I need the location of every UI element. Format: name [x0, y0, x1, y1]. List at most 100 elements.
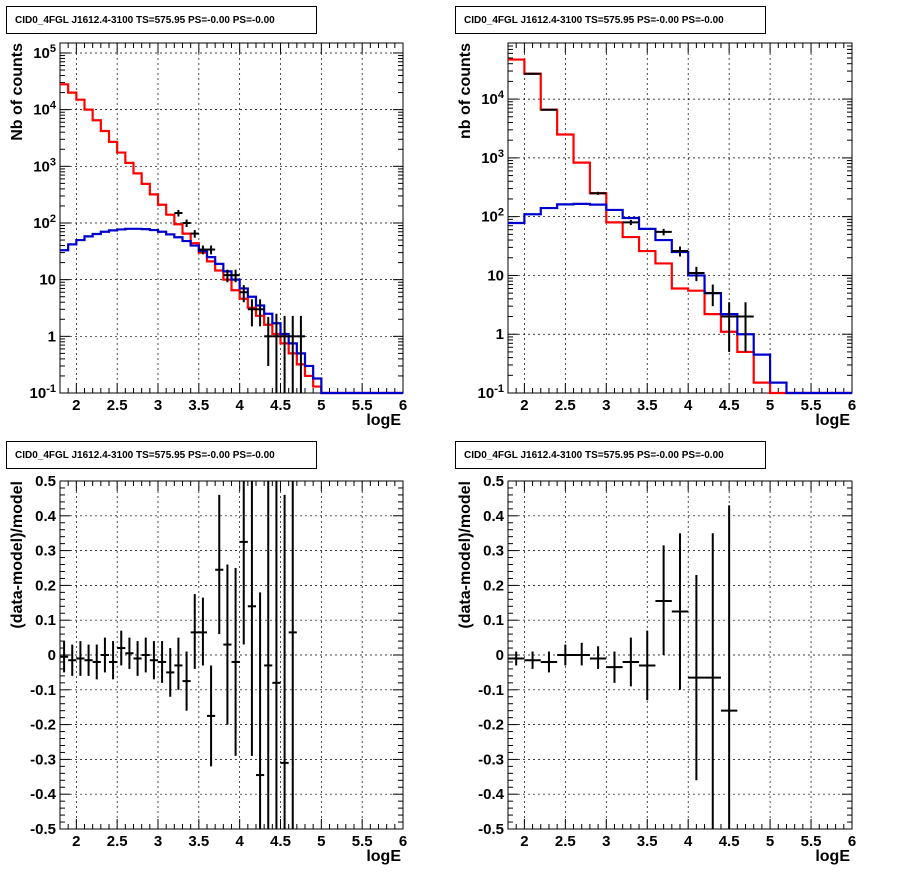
data-point — [589, 646, 607, 669]
y-tick-label-text: 102 — [33, 213, 56, 232]
x-tick-label: 4.5 — [719, 397, 740, 414]
y-tick-label: -0.4 — [30, 786, 57, 803]
y-tick-label: 105 — [33, 43, 56, 62]
histogram-series-1 — [60, 227, 403, 395]
y-tick-label: 0.5 — [483, 473, 504, 490]
x-tick-label: 4 — [235, 397, 244, 414]
x-tick-label: 6 — [848, 397, 856, 414]
data-point — [655, 545, 672, 655]
x-tick-label: 3.5 — [637, 833, 658, 850]
x-tick-label: 2.5 — [107, 833, 128, 850]
y-tick-label-text: 103 — [33, 156, 56, 175]
y-tick-label: 0.4 — [483, 508, 505, 525]
data-point — [239, 481, 248, 645]
x-tick-label: 4 — [235, 833, 244, 850]
data-point — [655, 228, 672, 236]
x-tick-label: 5.5 — [352, 397, 373, 414]
x-axis-label: logE — [815, 848, 850, 865]
y-tick-label: 103 — [481, 148, 504, 167]
y-tick-label: 102 — [33, 213, 56, 232]
data-point — [68, 644, 77, 676]
y-tick-label-text: 104 — [33, 100, 57, 119]
x-tick-label: 5.5 — [801, 397, 822, 414]
x-tick-label: 4.5 — [719, 833, 740, 850]
data-point — [207, 665, 216, 767]
x-tick-label: 2 — [520, 397, 528, 414]
y-tick-label: 0.2 — [483, 577, 504, 594]
data-point — [540, 651, 558, 673]
chart-panel-bottom-left: 2 2.5 3 3.5 4 4.5 5 5.5 6 -0.5 -0.4 -0.3 -0.2 -0.1 0 0.… — [9, 473, 407, 865]
data-point — [190, 230, 199, 238]
data-point — [76, 641, 85, 676]
histogram-series-1 — [508, 202, 852, 395]
x-tick-label: 6 — [399, 397, 407, 414]
y-tick-label-text: 10-1 — [478, 383, 504, 402]
x-tick-label: 5 — [317, 833, 325, 850]
data-point — [272, 313, 281, 393]
x-tick-label: 3 — [602, 833, 610, 850]
y-tick-label: -0.3 — [478, 751, 504, 768]
y-tick-label-text: 10 — [487, 267, 504, 284]
y-tick-label: 0.2 — [35, 577, 56, 594]
data-point — [141, 637, 150, 673]
data-point — [264, 481, 273, 829]
y-tick-label-text: 102 — [481, 207, 504, 226]
data-point — [606, 651, 623, 683]
data-point — [720, 302, 738, 352]
y-tick-label: -0.1 — [478, 682, 504, 699]
chart-panel-top-right: 2 2.5 3 3.5 4 4.5 5 5.5 6 10-1 1 10 102 103 104 logE nb … — [457, 42, 856, 429]
data-point — [288, 481, 297, 829]
histogram-series-0 — [508, 58, 852, 395]
data-point — [223, 564, 232, 725]
y-tick-label: 10 — [487, 267, 504, 284]
x-tick-label: 5 — [766, 397, 774, 414]
x-tick-label: 4.5 — [270, 397, 291, 414]
data-point — [540, 108, 558, 111]
data-point — [223, 269, 232, 283]
y-tick-label: 10-1 — [478, 383, 504, 402]
data-point — [671, 246, 689, 257]
data-point — [109, 641, 118, 680]
data-point — [639, 630, 656, 701]
x-tick-label: 3 — [154, 397, 162, 414]
data-point — [215, 494, 224, 635]
y-axis-label: (data-model)/model — [457, 481, 474, 629]
data-point — [182, 219, 191, 227]
y-tick-label: 0.4 — [35, 508, 57, 525]
x-tick-label: 3.5 — [188, 833, 209, 850]
y-tick-label-text: 1 — [496, 326, 504, 343]
x-tick-label: 2 — [72, 397, 80, 414]
x-tick-label: 6 — [399, 833, 407, 850]
data-point — [688, 574, 705, 781]
x-tick-label: 5 — [317, 397, 325, 414]
y-tick-label: 1 — [48, 328, 56, 345]
x-tick-label: 5 — [766, 833, 774, 850]
panel-title-top-left: CID0_4FGL J1612.4-3100 TS=575.95 PS=-0.0… — [6, 6, 317, 34]
panel-title-bottom-left: CID0_4FGL J1612.4-3100 TS=575.95 PS=-0.0… — [6, 441, 317, 469]
data-point — [688, 266, 705, 282]
data-point — [256, 592, 265, 829]
data-point — [117, 630, 126, 666]
chart-panel-bottom-right: 2 2.5 3 3.5 4 4.5 5 5.5 6 -0.5 -0.4 -0.3 -0.2 -0.1 0 0.… — [457, 473, 856, 865]
data-point — [272, 481, 281, 829]
data-point — [704, 533, 721, 829]
y-tick-label: 10-1 — [30, 383, 56, 402]
x-tick-label: 2.5 — [555, 397, 576, 414]
y-axis-label: nb of counts — [457, 43, 474, 139]
y-tick-label: -0.2 — [30, 717, 56, 734]
data-point — [280, 494, 289, 829]
x-tick-label: 3 — [602, 397, 610, 414]
data-point — [622, 637, 640, 687]
data-point — [524, 651, 541, 669]
data-point — [288, 315, 297, 393]
y-tick-label-text: 104 — [481, 89, 505, 108]
x-tick-label: 4.5 — [270, 833, 291, 850]
data-point — [231, 269, 240, 283]
y-tick-label: 0.1 — [483, 612, 504, 629]
y-tick-label-text: 105 — [33, 43, 56, 62]
y-tick-label-text: 10 — [39, 272, 56, 289]
data-point — [92, 644, 101, 680]
data-point — [198, 245, 207, 255]
y-tick-label: -0.4 — [478, 786, 505, 803]
panel-title-bottom-right: CID0_4FGL J1612.4-3100 TS=575.95 PS=-0.0… — [455, 441, 766, 469]
